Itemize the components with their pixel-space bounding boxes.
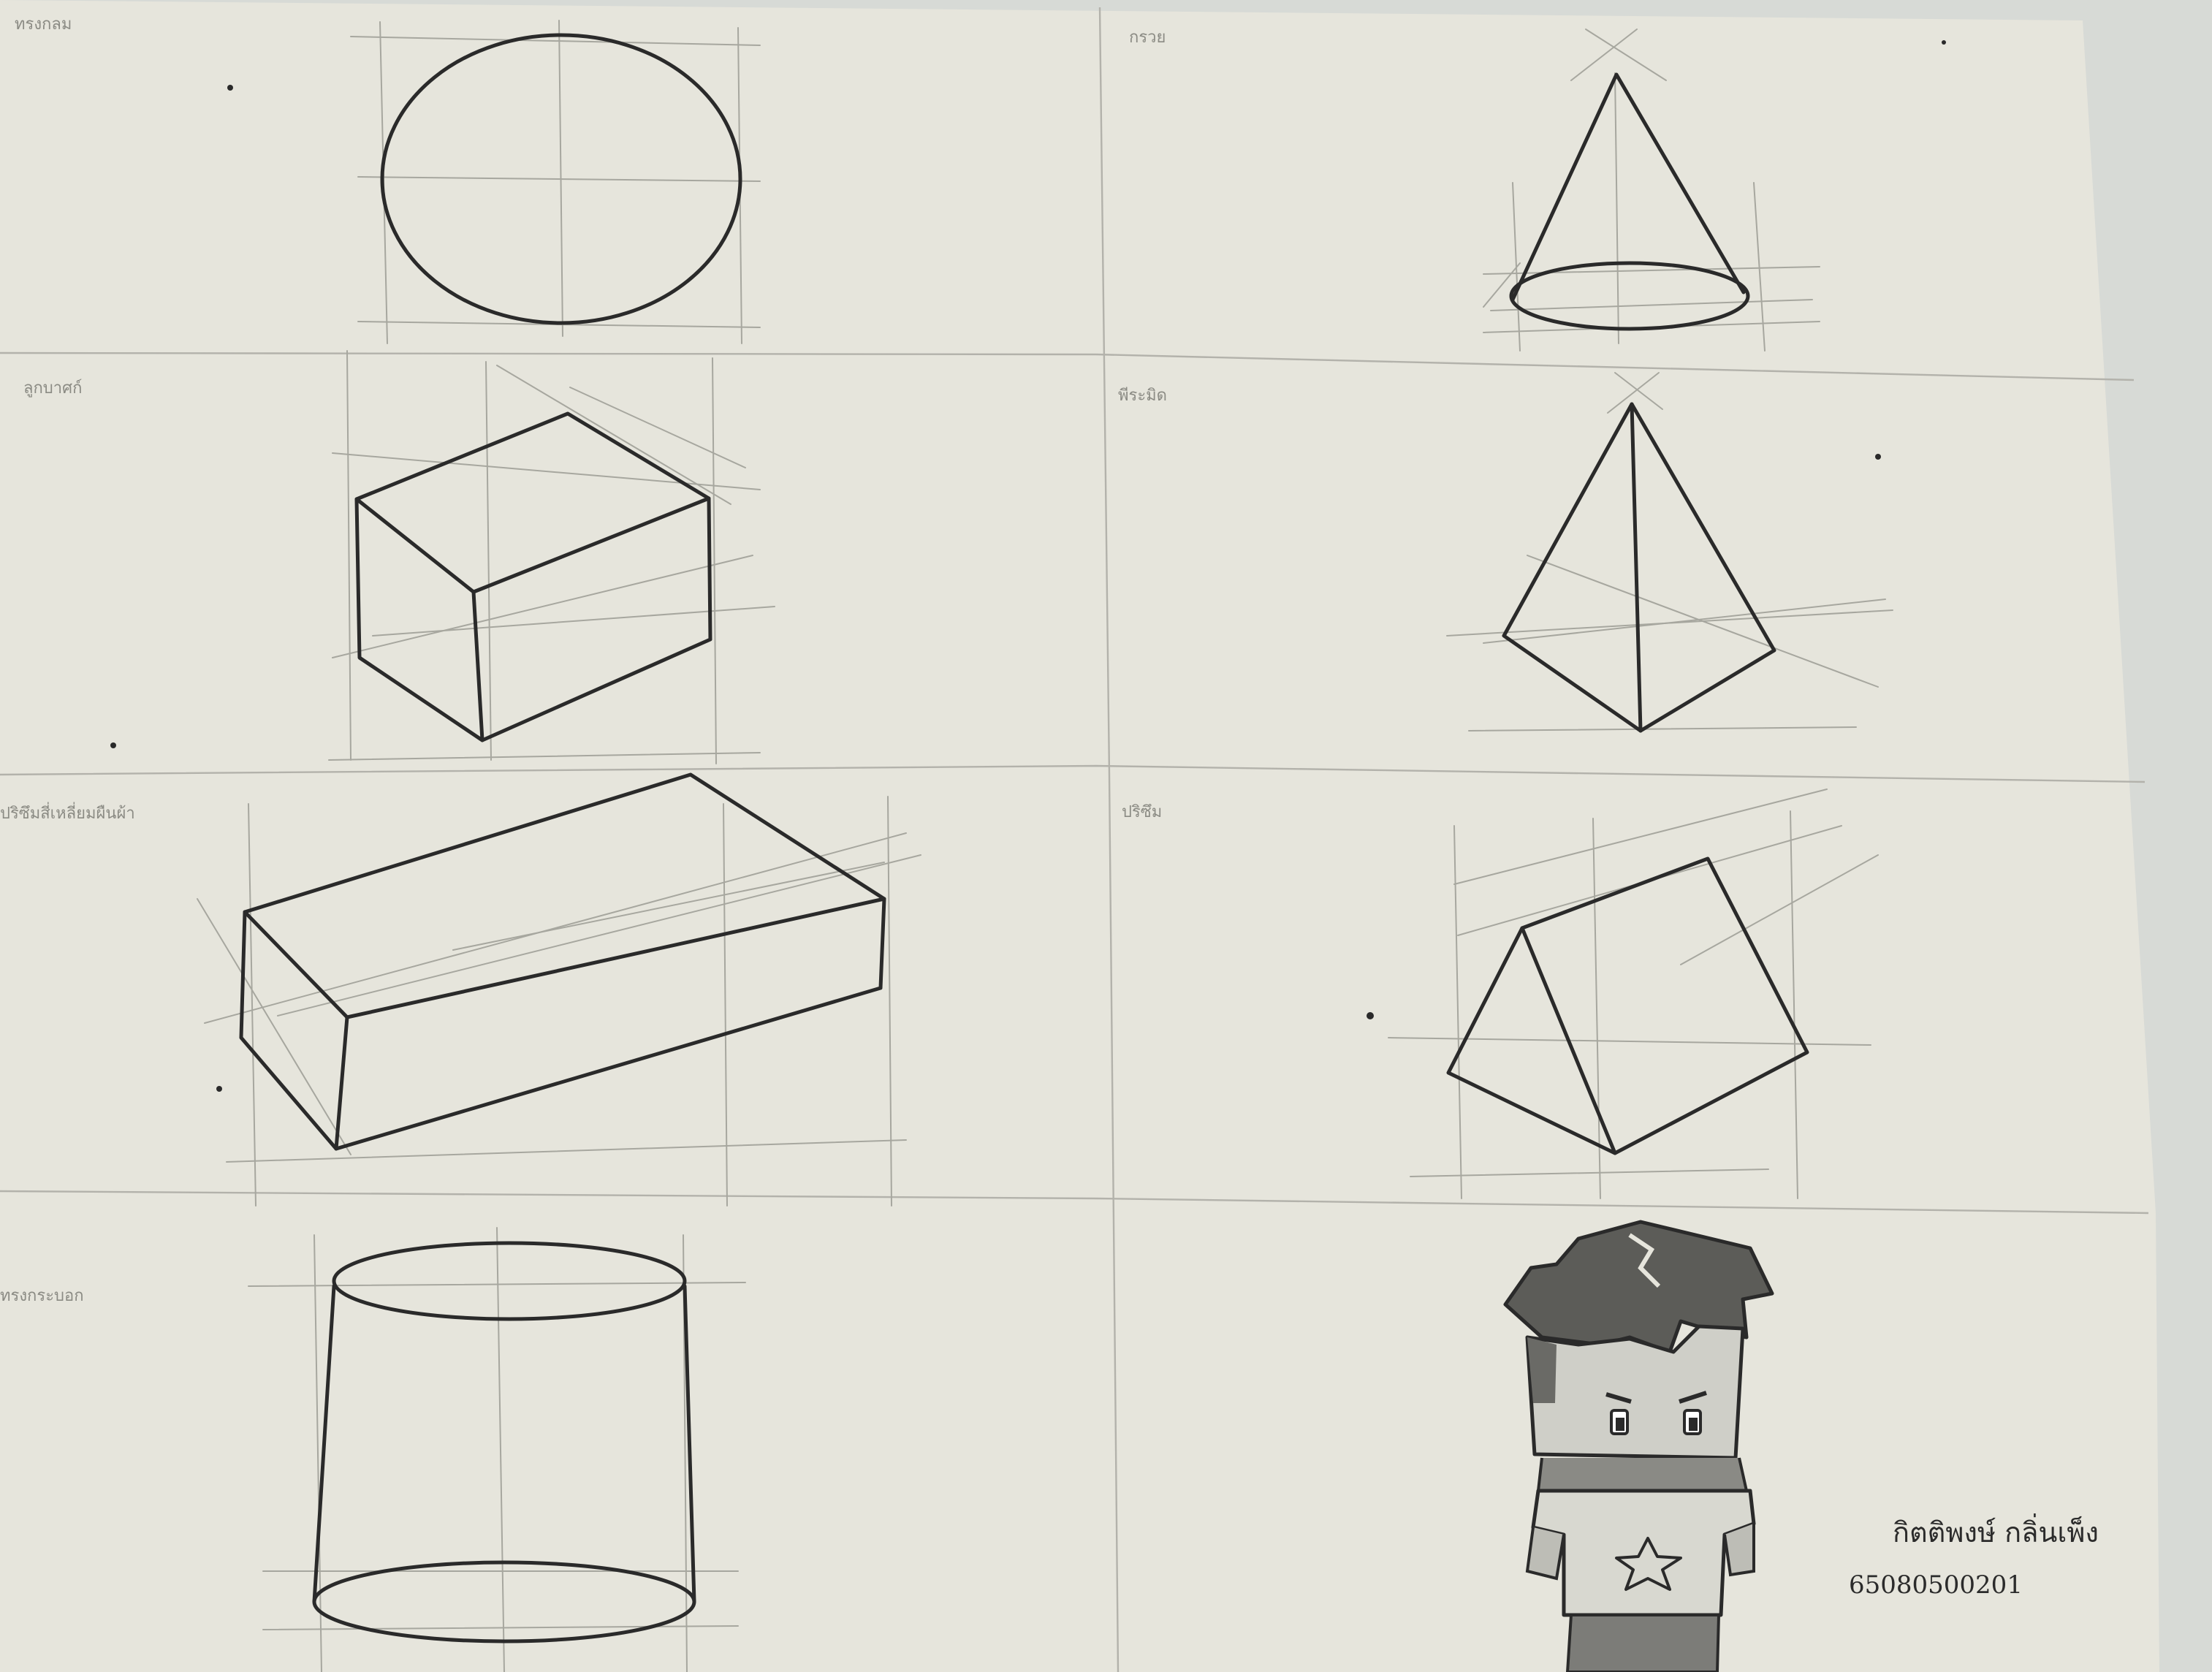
label-prism-rect: ปริซึมสี่เหลี่ยมผืนผ้า	[0, 802, 135, 823]
pencil-dots	[110, 40, 1946, 1092]
tri-prism-drawing	[1388, 788, 1879, 1199]
signature-name: กิตติพงษ์ กลิ่นเพ็ง	[1893, 1513, 2099, 1548]
cube-drawing	[328, 350, 775, 764]
cylinder-drawing	[248, 1227, 746, 1672]
label-sphere: ทรงกลม	[15, 15, 72, 34]
rect-prism-drawing	[197, 772, 921, 1206]
label-cone: กรวย	[1129, 28, 1166, 47]
pyramid-drawing	[1446, 372, 1893, 733]
cone-drawing	[1483, 28, 1820, 352]
label-pyramid: พีระมิด	[1118, 387, 1167, 405]
signature-student-id: 65080500201	[1849, 1570, 2023, 1600]
label-cube: ลูกบาศก์	[23, 379, 82, 398]
sphere-drawing	[350, 20, 761, 344]
label-prism-tri: ปริซึม	[1122, 803, 1162, 821]
label-cylinder: ทรงกระบอก	[0, 1287, 84, 1305]
character-drawing	[1503, 1220, 1774, 1672]
panel-grid	[0, 7, 2149, 1672]
